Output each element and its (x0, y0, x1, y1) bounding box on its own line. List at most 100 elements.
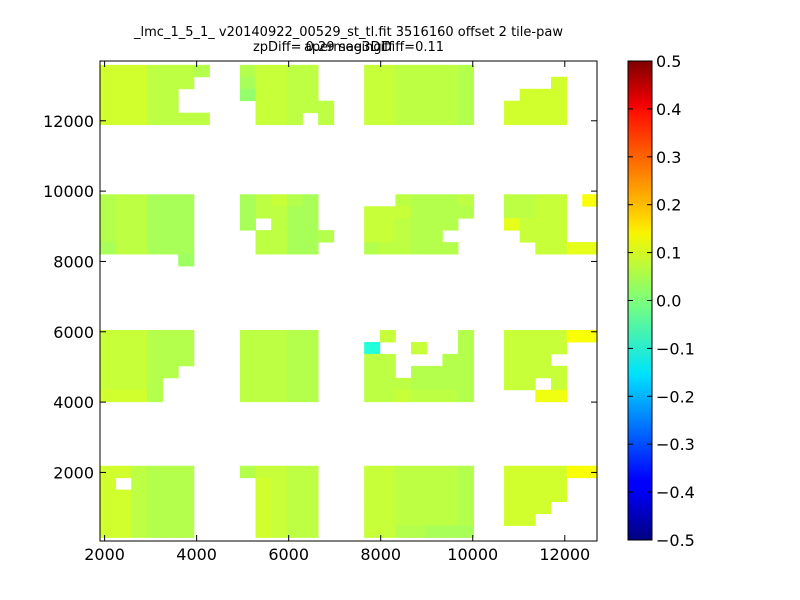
heatmap-cell (146, 330, 163, 343)
heatmap-cell (458, 100, 475, 114)
heatmap-cell (239, 465, 256, 479)
heatmap-cell (255, 465, 272, 479)
heatmap-cell (131, 465, 148, 479)
heatmap-cell (411, 477, 428, 491)
heatmap-cell (255, 477, 272, 491)
heatmap-cell (442, 76, 459, 90)
heatmap-cell (519, 330, 536, 343)
heatmap-cell (162, 112, 179, 126)
heatmap-cell (379, 218, 396, 231)
heatmap-cell (100, 501, 117, 514)
x-tick-label: 12000 (539, 545, 590, 564)
heatmap-cell (379, 206, 396, 219)
heatmap-cell (458, 501, 475, 514)
heatmap-cell (504, 206, 521, 219)
heatmap-cell (271, 100, 288, 114)
heatmap-cell (178, 525, 195, 538)
heatmap-cell (162, 465, 179, 479)
heatmap-cell (239, 330, 256, 343)
heatmap-cell (178, 341, 195, 355)
heatmap-cell (302, 377, 319, 391)
heatmap-cell (286, 76, 303, 90)
heatmap-cell (442, 112, 459, 126)
heatmap-cell (271, 465, 288, 479)
heatmap-cell (239, 341, 256, 355)
heatmap-cell (411, 230, 428, 243)
heatmap-cell (364, 465, 381, 479)
y-tick-label: 4000 (53, 393, 94, 412)
heatmap-cell (131, 513, 148, 526)
heatmap-cell (131, 330, 148, 343)
x-tick-label: 10000 (447, 545, 498, 564)
heatmap-cell (131, 242, 148, 255)
heatmap-cell (286, 353, 303, 367)
heatmap-cell (162, 76, 179, 90)
heatmap-cell (255, 64, 272, 78)
heatmap-cell (286, 377, 303, 391)
heatmap-cell (504, 489, 521, 503)
heatmap-cell (302, 242, 319, 255)
heatmap-cell (271, 477, 288, 491)
heatmap-cell (426, 513, 443, 526)
heatmap-cell (286, 513, 303, 526)
heatmap-cell (302, 477, 319, 491)
heatmap-cell (535, 353, 552, 367)
heatmap-cell (582, 465, 597, 479)
heatmap-cell (458, 330, 475, 343)
heatmap-cell (271, 353, 288, 367)
heatmap-cell (302, 501, 319, 514)
heatmap-cell (255, 513, 272, 526)
heatmap-cell (458, 76, 475, 90)
heatmap-cell (100, 365, 117, 379)
heatmap-cell (458, 377, 475, 391)
heatmap-cell (458, 353, 475, 367)
heatmap-cell (426, 477, 443, 491)
heatmap-cell (504, 100, 521, 114)
heatmap-cell (411, 76, 428, 90)
heatmap-cell (239, 194, 256, 207)
heatmap-cell (255, 230, 272, 243)
heatmap-cell (442, 513, 459, 526)
heatmap-cell (286, 477, 303, 491)
heatmap-cell (100, 218, 117, 231)
heatmap-cell (519, 341, 536, 355)
heatmap-cell (519, 353, 536, 367)
heatmap-cell (115, 100, 132, 114)
heatmap-cell (286, 88, 303, 102)
heatmap-cell (442, 389, 459, 403)
heatmap-cell (271, 112, 288, 126)
heatmap-cell (239, 64, 256, 78)
heatmap-cell (442, 206, 459, 219)
heatmap-cell (395, 206, 412, 219)
heatmap-cell (379, 112, 396, 126)
heatmap-cell (379, 353, 396, 367)
heatmap-cell (255, 365, 272, 379)
heatmap-cell (178, 206, 195, 219)
heatmap-cell (519, 513, 536, 526)
heatmap-cell (115, 76, 132, 90)
heatmap-cell (519, 377, 536, 391)
heatmap-cell (395, 489, 412, 503)
heatmap-cell (302, 513, 319, 526)
heatmap-cell (286, 230, 303, 243)
heatmap-cell (146, 76, 163, 90)
heatmap-cell (178, 513, 195, 526)
heatmap-cell (504, 194, 521, 207)
heatmap-cell (318, 112, 335, 126)
heatmap-cell (115, 88, 132, 102)
heatmap-cell (162, 477, 179, 491)
heatmap-cell (100, 525, 117, 538)
y-tick-label: 8000 (53, 252, 94, 271)
heatmap-cell (178, 194, 195, 207)
heatmap-cell (162, 513, 179, 526)
y-tick-label: 10000 (43, 182, 94, 201)
heatmap-cell (379, 489, 396, 503)
heatmap-cell (131, 100, 148, 114)
heatmap-cell (442, 100, 459, 114)
heatmap-cell (411, 242, 428, 255)
heatmap-cell (364, 64, 381, 78)
heatmap-cell (115, 389, 132, 403)
heatmap-cell (442, 377, 459, 391)
heatmap-cell (302, 76, 319, 90)
heatmap-cell (146, 365, 163, 379)
